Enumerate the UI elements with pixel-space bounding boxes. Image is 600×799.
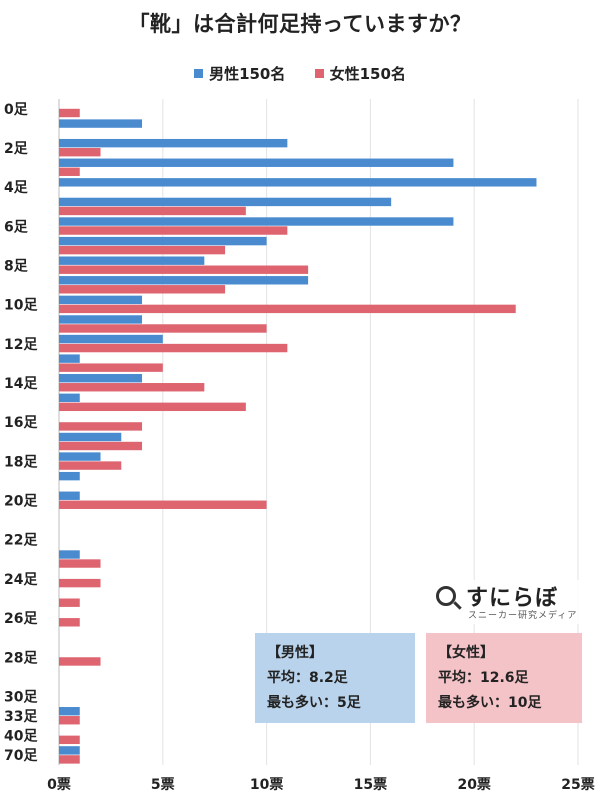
summary-female-most: 最も多い：10足 bbox=[438, 695, 542, 711]
y-tick-label: 16足 bbox=[4, 415, 38, 431]
bar-female bbox=[59, 383, 205, 392]
bar-male bbox=[59, 217, 454, 226]
summary-male-average: 平均：8.2足 bbox=[267, 670, 348, 686]
bar-female bbox=[59, 402, 246, 412]
y-tick-label: 10足 bbox=[4, 298, 38, 314]
bar-female bbox=[59, 755, 80, 764]
brand-name: すにらぼ bbox=[466, 586, 559, 611]
bar-male bbox=[59, 491, 80, 500]
y-tick-label: 14足 bbox=[4, 376, 38, 392]
bar-female bbox=[59, 578, 101, 588]
y-tick-label: 26足 bbox=[4, 611, 38, 627]
legend-label-female: 女性150名 bbox=[329, 65, 406, 83]
bar-female bbox=[59, 226, 288, 235]
bar-male bbox=[59, 471, 80, 481]
bar-female bbox=[59, 147, 101, 157]
x-tick-label: 10票 bbox=[250, 777, 283, 793]
bar-male bbox=[59, 315, 143, 324]
bar-female bbox=[59, 265, 309, 274]
bar-female bbox=[59, 285, 226, 294]
bar-male bbox=[59, 746, 80, 755]
bar-male bbox=[59, 138, 288, 148]
y-tick-label: 24足 bbox=[4, 572, 38, 588]
brand-logo: すにらぼ スニーカー研究メディア bbox=[434, 580, 584, 624]
bar-male bbox=[59, 374, 143, 383]
bar-female bbox=[59, 618, 80, 627]
legend-item-male: 男性150名 bbox=[194, 63, 285, 84]
x-tick-label: 25票 bbox=[561, 777, 594, 793]
magnifier-icon bbox=[436, 586, 456, 606]
bar-male bbox=[59, 197, 392, 207]
y-tick-label: 28足 bbox=[4, 650, 38, 666]
legend: 男性150名 女性150名 bbox=[0, 63, 600, 84]
x-tick-label: 0票 bbox=[47, 777, 71, 793]
bar-female bbox=[59, 461, 122, 470]
summary-female-average: 平均：12.6足 bbox=[438, 670, 529, 686]
summary-male-heading: 【男性】 bbox=[267, 645, 323, 661]
y-tick-label: 2足 bbox=[4, 141, 29, 157]
y-tick-label: 40足 bbox=[4, 729, 38, 745]
legend-label-male: 男性150名 bbox=[209, 65, 286, 83]
bar-male bbox=[59, 334, 163, 344]
bar-female bbox=[59, 363, 163, 372]
x-tick-label: 5票 bbox=[151, 777, 175, 793]
y-tick-label: 6足 bbox=[4, 219, 29, 235]
legend-item-female: 女性150名 bbox=[314, 63, 406, 84]
bar-male bbox=[59, 432, 122, 442]
bar-female bbox=[59, 716, 80, 725]
y-tick-label: 70足 bbox=[4, 748, 38, 764]
bar-male bbox=[59, 178, 537, 187]
bar-female bbox=[59, 108, 80, 118]
legend-swatch-female bbox=[314, 69, 324, 78]
chart-title: 「靴」は合計何足持っていますか？ bbox=[128, 12, 472, 36]
bar-female bbox=[59, 559, 101, 568]
bar-male bbox=[59, 276, 309, 285]
bar-male bbox=[59, 550, 80, 559]
bar-female bbox=[59, 167, 80, 176]
y-tick-label: 33足 bbox=[4, 709, 38, 725]
bar-male bbox=[59, 256, 205, 265]
bar-female bbox=[59, 343, 288, 353]
bar-female bbox=[59, 304, 516, 314]
bar-male bbox=[59, 707, 80, 716]
summary-box-male: 【男性】 平均：8.2足 最も多い：5足 bbox=[255, 633, 415, 723]
y-tick-label: 12足 bbox=[4, 337, 38, 353]
summary-male-most: 最も多い：5足 bbox=[267, 695, 361, 711]
bar-female bbox=[59, 245, 226, 255]
y-tick-label: 22足 bbox=[4, 533, 38, 549]
x-tick-label: 20票 bbox=[457, 777, 490, 793]
y-tick-label: 18足 bbox=[4, 454, 38, 470]
summary-female-heading: 【女性】 bbox=[438, 645, 494, 661]
bar-male bbox=[59, 452, 101, 461]
y-tick-label: 8足 bbox=[4, 259, 29, 275]
bar-male bbox=[59, 393, 80, 403]
bar-female bbox=[59, 500, 267, 509]
bar-male bbox=[59, 119, 143, 128]
bar-male bbox=[59, 158, 454, 167]
bar-female bbox=[59, 657, 101, 666]
x-tick-label: 15票 bbox=[354, 777, 387, 793]
y-tick-label: 4足 bbox=[4, 180, 29, 196]
bar-male bbox=[59, 236, 267, 246]
bar-female bbox=[59, 422, 143, 431]
y-tick-label: 20足 bbox=[4, 494, 38, 510]
legend-swatch-male bbox=[194, 69, 204, 78]
brand-tagline: スニーカー研究メディア bbox=[468, 611, 578, 621]
summary-box-female: 【女性】 平均：12.6足 最も多い：10足 bbox=[426, 633, 582, 723]
bar-male bbox=[59, 295, 143, 305]
bar-female bbox=[59, 735, 80, 745]
bar-female bbox=[59, 598, 80, 607]
bar-female bbox=[59, 324, 267, 333]
y-tick-label: 0足 bbox=[4, 102, 29, 118]
y-tick-label: 30足 bbox=[4, 689, 38, 705]
bar-female bbox=[59, 441, 143, 451]
bar-male bbox=[59, 354, 80, 363]
bar-female bbox=[59, 206, 246, 216]
